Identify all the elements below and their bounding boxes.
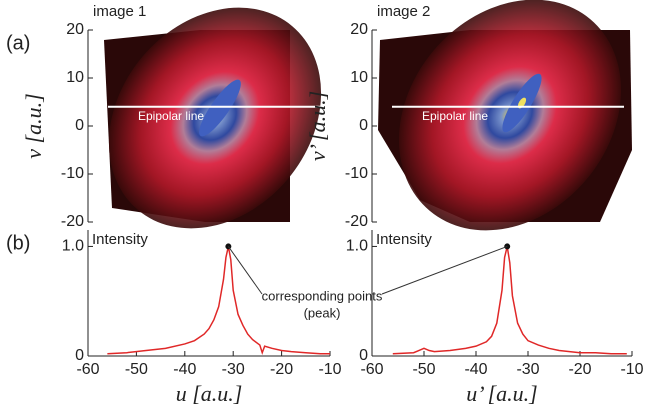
y-tick-label: 20 bbox=[66, 21, 84, 38]
y-tick-label: 10 bbox=[66, 69, 84, 86]
intensity-line bbox=[392, 246, 627, 355]
annotation-line bbox=[227, 246, 263, 295]
y-tick-label: -20 bbox=[61, 213, 84, 230]
x-tick-label: -60 bbox=[360, 361, 383, 378]
x-tick-label: -10 bbox=[318, 361, 341, 378]
y-tick-label: 20 bbox=[350, 21, 368, 38]
y-tick-label: -10 bbox=[345, 165, 368, 182]
plot-title: Intensity bbox=[376, 231, 432, 248]
x-axis-label: u’ [a.u.] bbox=[466, 381, 538, 406]
panel-label: (a) bbox=[6, 32, 30, 54]
y-tick-label: 0 bbox=[75, 347, 84, 364]
y-tick-label: 1.0 bbox=[62, 238, 84, 255]
panel-label: (b) bbox=[6, 232, 30, 254]
y-tick-label: 0 bbox=[359, 347, 368, 364]
annotation-line bbox=[381, 245, 508, 295]
x-tick-label: -60 bbox=[76, 361, 99, 378]
x-tick-label: -10 bbox=[620, 361, 643, 378]
annotation: corresponding points bbox=[262, 288, 383, 303]
x-tick-label: -40 bbox=[464, 361, 487, 378]
x-tick-label: -50 bbox=[412, 361, 435, 378]
x-tick-label: -40 bbox=[173, 361, 196, 378]
y-axis-label: v [a.u.] bbox=[21, 93, 46, 158]
y-axis-label: v’ [a.u.] bbox=[305, 91, 330, 161]
x-tick-label: -30 bbox=[516, 361, 539, 378]
x-tick-label: -20 bbox=[568, 361, 591, 378]
y-tick-label: 0 bbox=[359, 117, 368, 134]
image-2 bbox=[378, 0, 632, 231]
y-tick-label: 1.0 bbox=[346, 238, 368, 255]
y-tick-label: 0 bbox=[75, 117, 84, 134]
plot-title: Intensity bbox=[92, 231, 148, 248]
x-tick-label: -20 bbox=[270, 361, 293, 378]
x-axis-label: u [a.u.] bbox=[176, 381, 243, 406]
x-tick-label: -30 bbox=[222, 361, 245, 378]
y-tick-label: -20 bbox=[345, 213, 368, 230]
image-title: image 1 bbox=[93, 3, 146, 20]
intensity-line bbox=[107, 246, 330, 356]
annotation: (peak) bbox=[304, 305, 341, 320]
image-title: image 2 bbox=[377, 3, 430, 20]
epipolar-label: Epipolar line bbox=[138, 109, 204, 123]
x-tick-label: -50 bbox=[125, 361, 148, 378]
image-1 bbox=[104, 7, 322, 229]
epipolar-label: Epipolar line bbox=[422, 109, 488, 123]
y-tick-label: 10 bbox=[350, 69, 368, 86]
y-tick-label: -10 bbox=[61, 165, 84, 182]
